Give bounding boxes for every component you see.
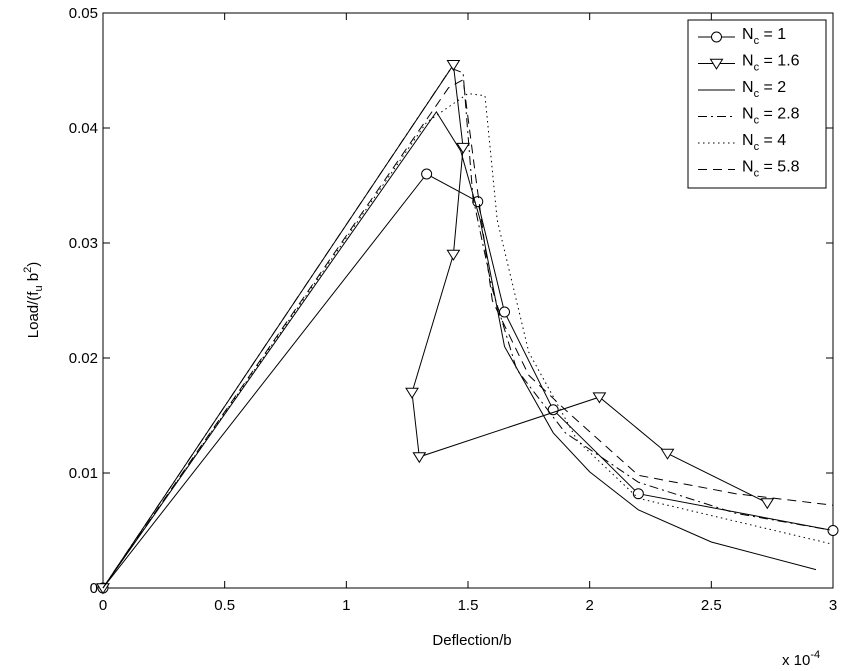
series-3 [102, 67, 834, 589]
x-axis-label: Deflection/b [432, 632, 511, 649]
legend-entry-4-sub: c [754, 141, 760, 153]
series-line-3 [102, 67, 834, 589]
series-5 [102, 78, 834, 589]
series-1 [96, 60, 775, 595]
x-tick-label: 3 [829, 597, 837, 614]
series-0-point [827, 525, 839, 536]
series-0-point [632, 488, 644, 500]
y-axis-label-part-3: b [25, 273, 42, 286]
series-line-4 [102, 92, 834, 589]
series-1-point [660, 448, 675, 460]
series-0-point [421, 168, 433, 180]
y-axis-label-part-5: ) [25, 262, 42, 267]
series-1-point [760, 498, 775, 510]
legend-entry-3-main: N [742, 106, 754, 123]
series-1-point [446, 60, 461, 72]
legend-entry-5: Nc = 5.8 [742, 159, 800, 180]
y-tick-label: 0.03 [69, 235, 98, 252]
legend-entry-1-sub: c [754, 62, 760, 74]
y-tick-label: 0.04 [69, 120, 98, 137]
legend-entry-2-sub: c [754, 88, 760, 100]
x-tick-label: 0.5 [214, 597, 235, 614]
y-tick-label: 0 [90, 580, 98, 597]
series-1-point [446, 249, 461, 261]
series-1-point [456, 142, 471, 154]
legend-entry-0-main: N [742, 26, 754, 43]
legend-entry-4-value: = 4 [759, 132, 786, 149]
legend-entry-5-sub: c [754, 168, 760, 180]
y-tick-label: 0.02 [69, 350, 98, 367]
y-axis-label-sup: 2 [22, 267, 34, 273]
series-4 [102, 92, 834, 589]
legend-entry-1-main: N [742, 53, 754, 70]
series-0-point [499, 306, 510, 318]
y-axis-label: Load/(fu b2) [22, 262, 45, 338]
x-tick-label: 1.5 [458, 597, 479, 614]
legend-marker-0 [711, 31, 722, 43]
legend-entry-4-main: N [742, 132, 754, 149]
legend-entry-2-main: N [742, 79, 754, 96]
legend-entry-5-main: N [742, 159, 754, 176]
legend-entry-3-sub: c [754, 115, 760, 127]
x-axis-exponent-power: -4 [810, 649, 820, 661]
tick-group: 0 0.5 1 1.5 2 2.5 3 0 0.01 0.02 0.03 0.04 0.05 [69, 5, 837, 614]
series-2 [102, 110, 817, 589]
series-line-2 [102, 110, 817, 589]
y-axis-label-sub: u [33, 285, 45, 291]
series-layer [96, 60, 839, 595]
legend-entry-2-value: = 2 [759, 79, 786, 96]
legend-entry-3-value: = 2.8 [759, 106, 800, 123]
legend-entry-3: Nc = 2.8 [742, 106, 800, 127]
legend-marker-1 [709, 58, 724, 70]
x-tick-label: 2 [585, 597, 593, 614]
series-1-point [96, 583, 110, 595]
series-1-point [405, 387, 419, 399]
legend-entry-0: Nc = 1 [742, 26, 786, 47]
series-1-point [592, 392, 607, 404]
x-axis-exponent-base: x 10 [782, 652, 810, 669]
legend: Nc = 1Nc = 1.6Nc = 2Nc = 2.8Nc = 4Nc = 5… [687, 19, 827, 189]
y-tick-label: 0.01 [69, 465, 98, 482]
legend-entry-2: Nc = 2 [742, 79, 786, 100]
y-tick-label: 0.05 [69, 5, 98, 22]
x-axis-exponent: x 10-4 [782, 649, 820, 669]
legend-entry-4: Nc = 4 [742, 132, 786, 153]
legend-entry-0-sub: c [754, 35, 760, 47]
series-1-point [412, 452, 427, 464]
legend-entry-1-value: = 1.6 [759, 53, 800, 70]
x-tick-label: 2.5 [701, 597, 722, 614]
x-tick-label: 1 [342, 597, 350, 614]
legend-entry-0-value: = 1 [759, 26, 786, 43]
legend-box [687, 19, 827, 189]
legend-entry-1: Nc = 1.6 [742, 53, 800, 74]
y-axis-label-part-1: Load/(f [25, 291, 42, 339]
legend-entry-5-value: = 5.8 [759, 159, 800, 176]
series-line-5 [102, 78, 834, 589]
x-tick-label: 0 [99, 597, 107, 614]
